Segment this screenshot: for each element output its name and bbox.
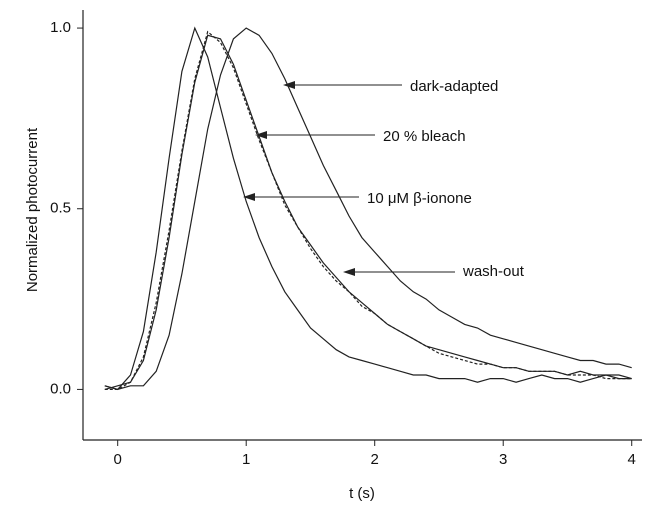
y-tick-label: 0.0 — [50, 380, 71, 397]
series-line — [104, 34, 632, 390]
y-axis-label: Normalized photocurrent — [24, 127, 41, 292]
x-axis-label: t (s) — [349, 485, 375, 502]
series-line — [104, 26, 632, 391]
x-tick-label: 1 — [242, 451, 250, 468]
annotation-label: 20 % bleach — [383, 128, 466, 145]
arrow-head — [343, 268, 355, 276]
x-tick-label: 0 — [114, 451, 122, 468]
x-tick-label: 3 — [499, 451, 507, 468]
annotation-label: 10 μM β-ionone — [367, 190, 472, 207]
arrow-head — [255, 131, 267, 139]
y-tick-label: 0.5 — [50, 200, 71, 217]
x-tick-label: 4 — [628, 451, 636, 468]
series-line — [104, 27, 632, 391]
x-tick-label: 2 — [371, 451, 379, 468]
arrow-head — [243, 193, 255, 201]
annotation-label: dark-adapted — [410, 78, 498, 95]
arrow-head — [283, 81, 295, 89]
series-line — [104, 30, 632, 390]
y-tick-label: 1.0 — [50, 19, 71, 36]
annotation-label: wash-out — [462, 263, 525, 280]
